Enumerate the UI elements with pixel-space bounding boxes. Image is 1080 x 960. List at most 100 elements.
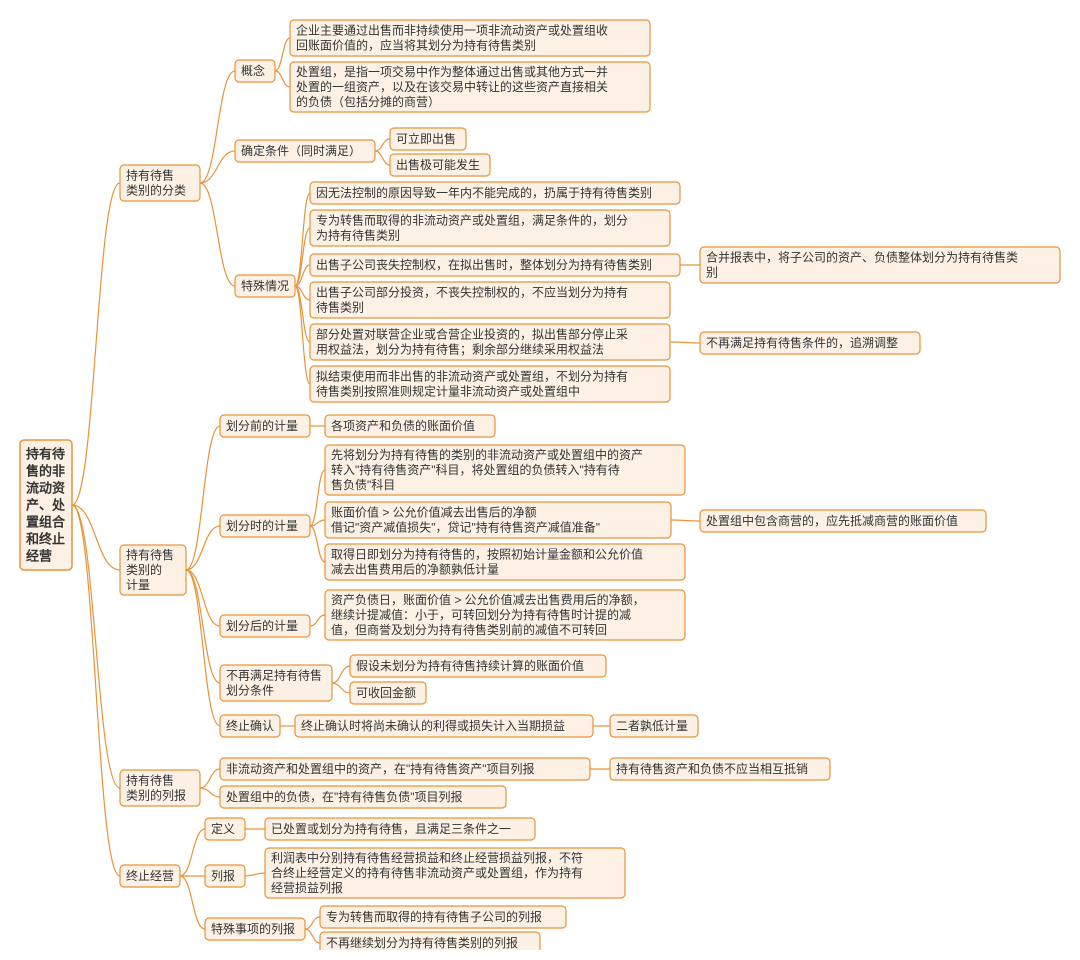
- tree-node: 专为转售而取得的非流动资产或处置组，满足条件的，划分为持有待售类别: [310, 210, 670, 246]
- node-label: 各项资产和负债的账面价值: [331, 418, 475, 433]
- node-label: 值，但商誉及划分为持有待售类别前的减值不可转回: [331, 622, 607, 637]
- tree-link: [200, 788, 220, 797]
- tree-link: [295, 193, 310, 286]
- node-label: 账面价值 > 公允价值减去出售后的净额: [331, 505, 537, 520]
- tree-node: 处置组中包含商营的，应先抵减商营的账面价值: [700, 510, 986, 532]
- node-label: 企业主要通过出售而非持续使用一项非流动资产或处置组收: [296, 23, 608, 38]
- tree-node: 出售子公司丧失控制权，在拟出售时，整体划分为持有待售类别: [310, 254, 680, 276]
- node-label: 合终止经营定义的持有待售非流动资产或处置组，作为持有: [271, 865, 583, 880]
- tree-link: [305, 929, 320, 943]
- tree-node: 确定条件（同时满足）: [235, 140, 375, 162]
- node-label: 因无法控制的原因导致一年内不能完成的，扔属于持有待售类别: [316, 185, 652, 200]
- tree-link: [310, 470, 325, 526]
- node-label: 非流动资产和处置组中的资产，在"持有待售资产"项目列报: [226, 761, 535, 776]
- node-label: 列报: [211, 868, 235, 883]
- tree-link: [180, 876, 205, 929]
- tree-link: [186, 526, 220, 570]
- tree-node: 出售极可能发生: [390, 154, 490, 176]
- node-label: 二者孰低计量: [616, 718, 688, 733]
- tree-node: 资产负债日，账面价值 > 公允价值减去出售费用后的净额，继续计提减值：小于，可转…: [325, 590, 685, 640]
- node-label: 合并报表中，将子公司的资产、负债整体划分为持有待售类: [706, 250, 1018, 265]
- tree-node: 不再满足持有待售划分条件: [220, 665, 332, 701]
- tree-node: 企业主要通过出售而非持续使用一项非流动资产或处置组收回账面价值的，应当将其划分为…: [290, 20, 650, 56]
- node-label: 利润表中分别持有待售经营损益和终止经营损益列报，不符: [271, 850, 583, 865]
- node-label: 专为转售而取得的非流动资产或处置组，满足条件的，划分: [316, 213, 628, 228]
- node-label: 类别的: [126, 562, 162, 577]
- tree-node: 处置组，是指一项交易中作为整体通过出售或其他方式一并处置的一组资产，以及在该交易…: [290, 62, 650, 112]
- node-label: 出售极可能发生: [396, 157, 480, 172]
- node-label: 经营: [26, 548, 52, 563]
- node-label: 类别的分类: [126, 183, 186, 198]
- tree-link: [310, 526, 325, 562]
- tree-link: [332, 666, 350, 683]
- tree-node: 非流动资产和处置组中的资产，在"持有待售资产"项目列报: [220, 758, 590, 780]
- node-label: 特殊情况: [241, 278, 289, 293]
- tree-link: [72, 505, 120, 876]
- node-label: 部分处置对联营企业或合营企业投资的，拟出售部分停止采: [316, 327, 628, 342]
- tree-link: [305, 917, 320, 929]
- node-label: 处置的一组资产，以及在该交易中转让的这些资产直接相关: [296, 79, 608, 94]
- node-label: 回账面价值的，应当将其划分为持有待售类别: [296, 38, 536, 53]
- tree-node: 特殊事项的列报: [205, 918, 305, 940]
- tree-node: 专为转售而取得的持有待售子公司的列报: [320, 906, 566, 928]
- tree-node: 终止确认时将尚未确认的利得或损失计入当期损益: [295, 715, 593, 737]
- tree-link: [200, 769, 220, 788]
- tree-node: 持有待售资产和负债不应当相互抵销: [610, 758, 830, 780]
- node-label: 待售类别按照准则规定计量非流动资产或处置组中: [316, 384, 580, 399]
- tree-link: [186, 570, 220, 626]
- node-label: 持有待: [26, 446, 65, 461]
- node-label: 持有待售: [126, 168, 174, 183]
- tree-node: 账面价值 > 公允价值减去出售后的净额借记"资产减值损失"，贷记"持有待售资产减…: [325, 502, 671, 538]
- node-label: 可立即出售: [396, 131, 456, 146]
- tree-node: 终止确认: [220, 715, 280, 737]
- tree-node: 因无法控制的原因导致一年内不能完成的，扔属于持有待售类别: [310, 182, 680, 204]
- tree-node: 已处置或划分为持有待售，且满足三条件之一: [265, 818, 535, 840]
- mindmap-diagram: 持有待售的非流动资产、处置组合和终止经营持有待售类别的分类持有待售类别的计量持有…: [10, 10, 1070, 950]
- tree-node: 处置组中的负债，在"持有待售负债"项目列报: [220, 786, 506, 808]
- node-label: 别: [706, 266, 718, 280]
- node-label: 为持有待售类别: [316, 228, 400, 243]
- tree-link: [295, 286, 310, 384]
- node-label: 定义: [211, 821, 235, 836]
- tree-link: [245, 873, 265, 876]
- tree-node: 假设未划分为持有待售持续计算的账面价值: [350, 655, 606, 677]
- node-label: 不再继续划分为持有待售类别的列报: [326, 935, 518, 950]
- tree-link: [332, 683, 350, 693]
- tree-node: 可立即出售: [390, 128, 466, 150]
- root-node: 持有待售的非流动资产、处置组合和终止经营: [20, 440, 72, 570]
- node-label: 持有待售资产和负债不应当相互抵销: [616, 761, 808, 776]
- tree-node: 定义: [205, 818, 245, 840]
- node-label: 继续计提减值：小于，可转回划分为持有待售时计提的减: [331, 607, 631, 622]
- node-label: 资产负债日，账面价值 > 公允价值减去出售费用后的净额，: [331, 592, 645, 607]
- tree-link: [310, 615, 325, 626]
- node-label: 划分后的计量: [226, 618, 298, 633]
- node-label: 终止确认: [226, 718, 274, 733]
- node-label: 计量: [126, 578, 150, 592]
- tree-link: [186, 570, 220, 726]
- tree-node: 不再继续划分为持有待售类别的列报: [320, 932, 540, 950]
- node-label: 先将划分为持有待售的类别的非流动资产或处置组中的资产: [331, 447, 643, 462]
- node-label: 概念: [241, 63, 265, 78]
- node-label: 借记"资产减值损失"，贷记"持有待售资产减值准备": [331, 520, 600, 535]
- node-label: 确定条件（同时满足）: [241, 143, 361, 158]
- tree-link: [670, 342, 700, 343]
- tree-node: 取得日即划分为持有待售的，按照初始计量金额和公允价值减去出售费用后的净额孰低计量: [325, 544, 685, 580]
- tree-node: 终止经营: [120, 865, 180, 887]
- tree-node: 概念: [235, 60, 275, 82]
- node-label: 流动资: [26, 480, 65, 495]
- tree-node: 划分时的计量: [220, 515, 310, 537]
- node-label: 出售子公司丧失控制权，在拟出售时，整体划分为持有待售类别: [316, 257, 652, 272]
- node-label: 终止确认时将尚未确认的利得或损失计入当期损益: [301, 718, 565, 733]
- tree-node: 持有待售类别的计量: [120, 545, 186, 595]
- tree-node: 二者孰低计量: [610, 715, 698, 737]
- tree-node: 持有待售类别的列报: [120, 770, 200, 806]
- tree-link: [72, 183, 120, 505]
- node-label: 不再满足持有待售条件的，追溯调整: [706, 335, 898, 350]
- tree-node: 拟结束使用而非出售的非流动资产或处置组，不划分为持有待售类别按照准则规定计量非流…: [310, 366, 670, 402]
- node-label: 产、处: [26, 497, 66, 512]
- node-label: 和终止: [26, 531, 65, 546]
- node-label: 划分时的计量: [226, 518, 298, 533]
- node-label: 处置组中的负债，在"持有待售负债"项目列报: [226, 789, 463, 804]
- node-label: 特殊事项的列报: [211, 921, 295, 936]
- node-label: 终止经营: [126, 868, 174, 883]
